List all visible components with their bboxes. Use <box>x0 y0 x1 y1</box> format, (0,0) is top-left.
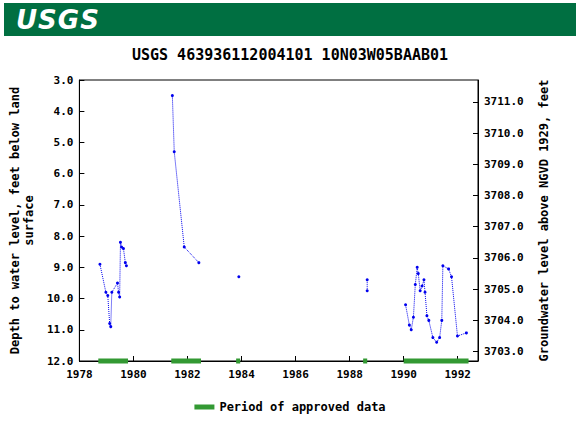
svg-text:12.0: 12.0 <box>47 355 74 368</box>
svg-text:5.0: 5.0 <box>54 136 74 149</box>
svg-text:1986: 1986 <box>282 368 309 381</box>
svg-text:1982: 1982 <box>174 368 201 381</box>
svg-text:3705.0: 3705.0 <box>484 283 524 296</box>
svg-text:USGS 463936112004101 10N03W05B: USGS 463936112004101 10N03W05BAAB01 <box>132 46 448 64</box>
svg-text:7.0: 7.0 <box>54 198 74 211</box>
svg-text:3709.0: 3709.0 <box>484 158 524 171</box>
svg-text:Groundwater level above NGVD 1: Groundwater level above NGVD 1929, feet <box>537 80 551 362</box>
svg-text:1990: 1990 <box>390 368 417 381</box>
svg-text:6.0: 6.0 <box>54 167 74 180</box>
svg-text:1988: 1988 <box>336 368 363 381</box>
svg-text:1992: 1992 <box>444 368 471 381</box>
svg-text:8.0: 8.0 <box>54 230 74 243</box>
svg-text:11.0: 11.0 <box>47 323 74 336</box>
svg-text:1984: 1984 <box>228 368 255 381</box>
svg-text:1980: 1980 <box>120 368 147 381</box>
svg-text:1978: 1978 <box>66 368 93 381</box>
svg-text:Depth to water level, feet bel: Depth to water level, feet below land <box>8 87 22 354</box>
svg-text:3.0: 3.0 <box>54 74 74 87</box>
svg-text:3703.0: 3703.0 <box>484 345 524 358</box>
html-text:USGS: USGS <box>16 5 100 35</box>
svg-text:Period of approved data: Period of approved data <box>219 400 385 414</box>
svg-text:3704.0: 3704.0 <box>484 314 524 327</box>
svg-text:3708.0: 3708.0 <box>484 189 524 202</box>
svg-text:4.0: 4.0 <box>54 105 74 118</box>
svg-text:3711.0: 3711.0 <box>484 95 524 108</box>
svg-text:10.0: 10.0 <box>47 292 74 305</box>
svg-text:3706.0: 3706.0 <box>484 251 524 264</box>
svg-text:surface: surface <box>22 195 36 246</box>
svg-text:3707.0: 3707.0 <box>484 220 524 233</box>
svg-text:9.0: 9.0 <box>54 261 74 274</box>
svg-text:3710.0: 3710.0 <box>484 127 524 140</box>
